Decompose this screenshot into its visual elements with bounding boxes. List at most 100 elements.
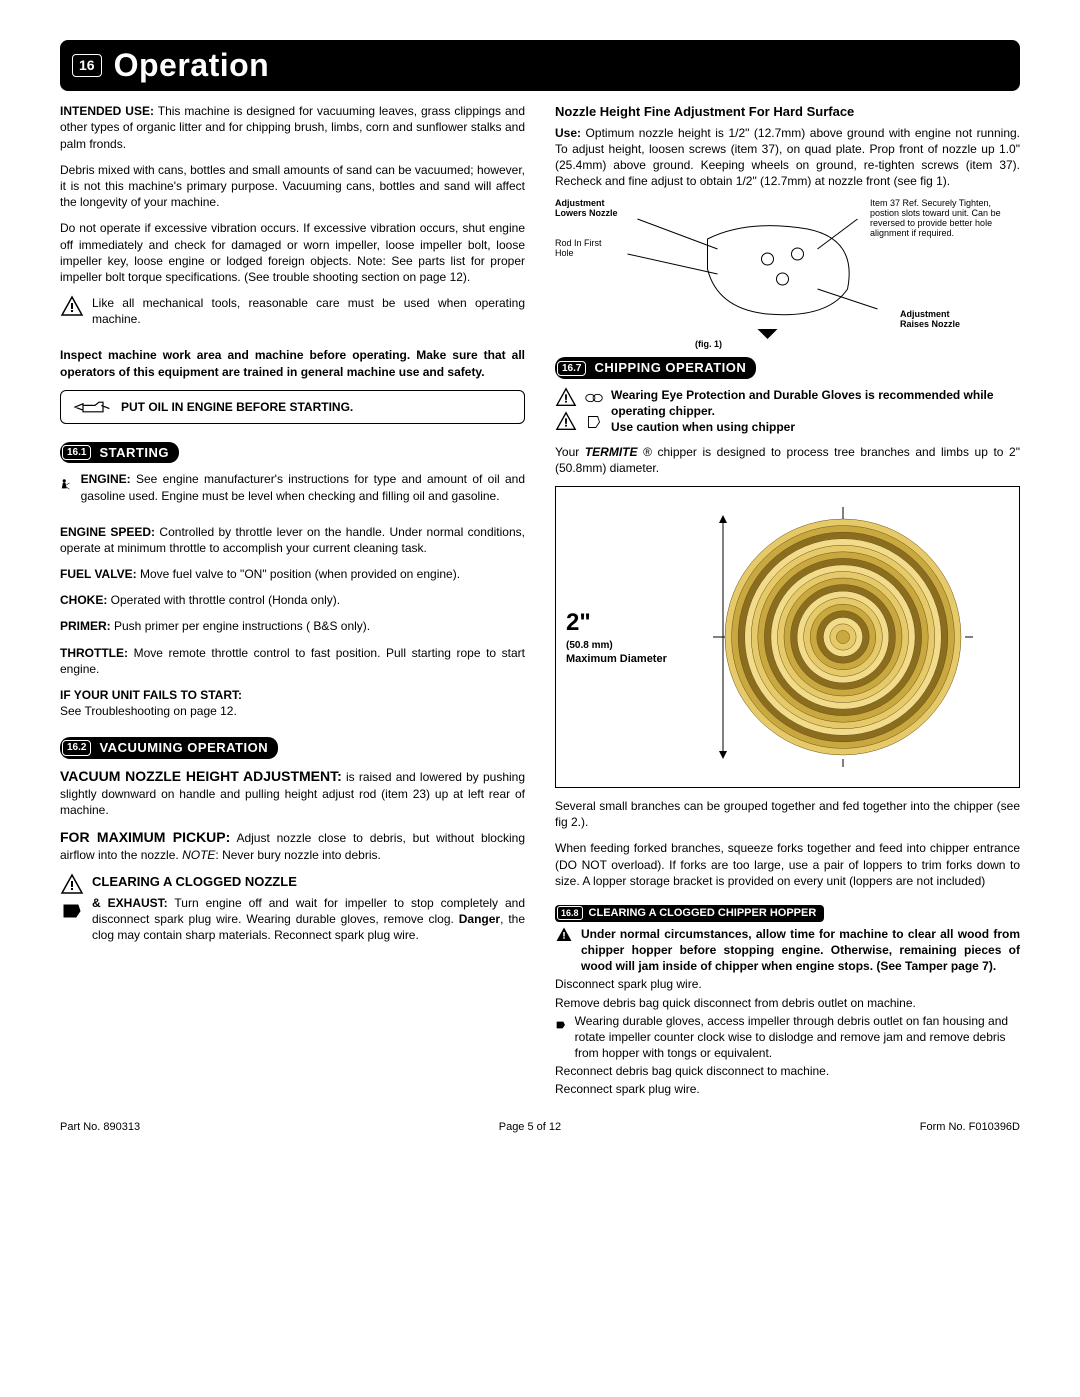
oil-text: PUT OIL IN ENGINE BEFORE STARTING. xyxy=(121,399,353,415)
footer-form: Form No. F010396D xyxy=(920,1120,1020,1135)
engine-body: See engine manufacturer's instructions f… xyxy=(81,472,525,502)
tree-ring-svg xyxy=(713,507,973,767)
care-text: Like all mechanical tools, reasonable ca… xyxy=(92,295,525,327)
fuel-text: FUEL VALVE: Move fuel valve to "ON" posi… xyxy=(60,566,525,582)
starting-num: 16.1 xyxy=(62,445,91,461)
primer-label: PRIMER: xyxy=(60,619,111,633)
remove-bag-text: Remove debris bag quick disconnect from … xyxy=(555,995,1020,1011)
right-column: Nozzle Height Fine Adjustment For Hard S… xyxy=(555,103,1020,1099)
eye-protection-text: Wearing Eye Protection and Durable Glove… xyxy=(611,387,1020,419)
clearing-num: 16.8 xyxy=(557,906,583,920)
chipping-safety: Wearing Eye Protection and Durable Glove… xyxy=(555,387,1020,436)
diameter-label: Maximum Diameter xyxy=(566,652,667,667)
danger-label: Danger xyxy=(459,912,500,926)
choke-text: CHOKE: Operated with throttle control (H… xyxy=(60,592,525,608)
section-title: Operation xyxy=(114,44,270,87)
pickup-text: FOR MAXIMUM PICKUP: Adjust nozzle close … xyxy=(60,828,525,863)
warning-icon xyxy=(555,387,577,409)
page-footer: Part No. 890313 Page 5 of 12 Form No. F0… xyxy=(60,1120,1020,1135)
oil-can-icon xyxy=(71,397,111,417)
adjustment-diagram: Adjustment Lowers Nozzle Rod In First Ho… xyxy=(555,199,1020,349)
section-number: 16 xyxy=(72,54,102,77)
nozzle-label: VACUUM NOZZLE HEIGHT ADJUSTMENT: xyxy=(60,768,342,784)
throttle-text: THROTTLE: Move remote throttle control t… xyxy=(60,645,525,677)
vibration-text: Do not operate if excessive vibration oc… xyxy=(60,220,525,285)
grouped-text: Several small branches can be grouped to… xyxy=(555,798,1020,830)
warning-icon xyxy=(60,295,84,319)
throttle-body: Move remote throttle control to fast pos… xyxy=(60,646,525,676)
footer-page: Page 5 of 12 xyxy=(499,1120,561,1135)
gloves-text: Wearing durable gloves, access impeller … xyxy=(575,1013,1020,1062)
fails-body: See Troubleshooting on page 12. xyxy=(60,704,237,718)
clearing-pill: 16.8 CLEARING A CLOGGED CHIPPER HOPPER xyxy=(555,905,824,922)
intended-use: INTENDED USE: This machine is designed f… xyxy=(60,103,525,152)
vacuum-title: VACUUMING OPERATION xyxy=(99,739,268,757)
termite-text: Your TERMITE ® chipper is designed to pr… xyxy=(555,444,1020,476)
goggles-icon xyxy=(583,387,605,409)
diameter-value: 2" xyxy=(566,607,667,639)
fuel-body: Move fuel valve to "ON" position (when p… xyxy=(137,567,460,581)
left-column: INTENDED USE: This machine is designed f… xyxy=(60,103,525,1099)
normal-text: Under normal circumstances, allow time f… xyxy=(581,926,1020,975)
pickup-note: : Never bury nozzle into debris. xyxy=(215,848,380,862)
exhaust-text: & EXHAUST: Turn engine off and wait for … xyxy=(92,895,525,944)
glove-icon xyxy=(555,1013,567,1037)
normal-warning: Under normal circumstances, allow time f… xyxy=(555,926,1020,975)
exhaust-label: & EXHAUST: xyxy=(92,896,168,910)
debris-text: Debris mixed with cans, bottles and smal… xyxy=(60,162,525,211)
speed-label: ENGINE SPEED: xyxy=(60,525,155,539)
disconnect-text: Disconnect spark plug wire. xyxy=(555,976,1020,992)
oil-notice-box: PUT OIL IN ENGINE BEFORE STARTING. xyxy=(60,390,525,424)
engine-text: ENGINE: See engine manufacturer's instru… xyxy=(81,471,525,503)
care-warning: Like all mechanical tools, reasonable ca… xyxy=(60,295,525,337)
choke-label: CHOKE: xyxy=(60,593,107,607)
warning-icon xyxy=(555,411,577,433)
primer-text: PRIMER: Push primer per engine instructi… xyxy=(60,618,525,634)
clearing-title: CLEARING A CLOGGED CHIPPER HOPPER xyxy=(589,906,817,921)
choke-body: Operated with throttle control (Honda on… xyxy=(107,593,340,607)
glove-icon xyxy=(583,411,605,433)
footer-part: Part No. 890313 xyxy=(60,1120,140,1135)
nozzle-fine-title: Nozzle Height Fine Adjustment For Hard S… xyxy=(555,103,1020,121)
fails-text: IF YOUR UNIT FAILS TO START: See Troubles… xyxy=(60,687,525,719)
fails-label: IF YOUR UNIT FAILS TO START: xyxy=(60,688,242,702)
engine-icon xyxy=(60,471,73,499)
speed-text: ENGINE SPEED: Controlled by throttle lev… xyxy=(60,524,525,556)
intended-label: INTENDED USE: xyxy=(60,104,154,118)
chipping-num: 16.7 xyxy=(557,361,586,377)
section-header: 16 Operation xyxy=(60,40,1020,91)
use-text: Use: Optimum nozzle height is 1/2" (12.7… xyxy=(555,125,1020,190)
pickup-label: FOR MAXIMUM PICKUP: xyxy=(60,829,230,845)
use-label: Use: xyxy=(555,126,581,140)
starting-pill: 16.1 STARTING xyxy=(60,442,179,464)
clogged-nozzle-title: CLEARING A CLOGGED NOZZLE xyxy=(92,873,525,891)
chipping-title: CHIPPING OPERATION xyxy=(594,359,746,377)
chipping-pill: 16.7 CHIPPING OPERATION xyxy=(555,357,756,379)
warning-icon xyxy=(555,926,573,944)
primer-body: Push primer per engine instructions ( B&… xyxy=(111,619,370,633)
nozzle-diagram-svg xyxy=(555,199,1020,349)
nozzle-adj-text: VACUUM NOZZLE HEIGHT ADJUSTMENT: is rais… xyxy=(60,767,525,818)
inspect-text: Inspect machine work area and machine be… xyxy=(60,347,525,379)
diameter-mm: (50.8 mm) xyxy=(566,639,667,653)
termite-pre: Your xyxy=(555,445,585,459)
engine-label: ENGINE: xyxy=(81,472,131,486)
pickup-note-label: NOTE xyxy=(182,848,215,862)
vacuum-pill: 16.2 VACUUMING OPERATION xyxy=(60,737,278,759)
clogged-nozzle-row: CLEARING A CLOGGED NOZZLE & EXHAUST: Tur… xyxy=(60,873,525,943)
forked-text: When feeding forked branches, squeeze fo… xyxy=(555,840,1020,889)
caution-text: Use caution when using chipper xyxy=(611,419,1020,435)
starting-title: STARTING xyxy=(99,444,168,462)
glove-icon xyxy=(60,901,84,921)
vacuum-num: 16.2 xyxy=(62,740,91,756)
use-body: Optimum nozzle height is 1/2" (12.7mm) a… xyxy=(555,126,1020,189)
reconnect2-text: Reconnect spark plug wire. xyxy=(555,1081,1020,1097)
reconnect1-text: Reconnect debris bag quick disconnect to… xyxy=(555,1063,1020,1079)
fuel-label: FUEL VALVE: xyxy=(60,567,137,581)
tree-ring-figure: 2" (50.8 mm) Maximum Diameter xyxy=(555,486,1020,788)
gloves-row: Wearing durable gloves, access impeller … xyxy=(555,1013,1020,1062)
engine-row: ENGINE: See engine manufacturer's instru… xyxy=(60,471,525,513)
throttle-label: THROTTLE: xyxy=(60,646,128,660)
warning-icon xyxy=(60,873,84,897)
termite-label: TERMITE xyxy=(585,445,638,459)
